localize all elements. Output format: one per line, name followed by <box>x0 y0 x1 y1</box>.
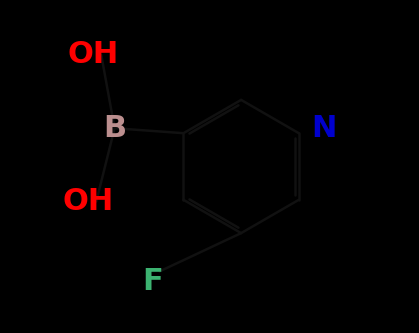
Text: OH: OH <box>63 187 114 216</box>
Text: B: B <box>103 114 126 143</box>
Text: F: F <box>142 267 163 296</box>
Text: N: N <box>312 114 337 143</box>
Text: OH: OH <box>68 40 119 70</box>
